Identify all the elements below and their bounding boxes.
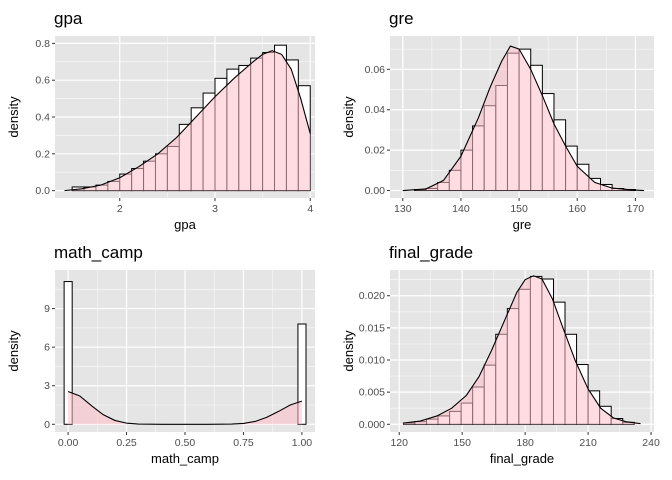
y-tick-label: 0.8: [35, 38, 50, 50]
x-axis-title: math_camp: [151, 451, 219, 466]
y-tick-label: 0.010: [359, 355, 385, 367]
x-tick-label: 130: [394, 203, 412, 215]
y-tick-label: 0.2: [35, 148, 50, 160]
y-tick-label: 0.4: [35, 112, 50, 124]
panel-title: final_grade: [389, 243, 473, 262]
y-tick-label: 0.015: [359, 322, 385, 334]
y-tick-label: 0.02: [365, 145, 386, 157]
panel-title: gpa: [54, 9, 83, 28]
y-tick-label: 0: [44, 419, 50, 431]
density-area: [402, 46, 645, 191]
y-tick-label: 0.06: [365, 64, 386, 76]
x-tick-label: 1.00: [292, 437, 313, 449]
panel-gre: gre gre density 130 140 150 160 170 0.00 0.02 0…: [341, 9, 654, 232]
density-area: [64, 50, 311, 191]
x-tick-label: 210: [579, 437, 597, 449]
y-tick-label: 0.000: [359, 419, 385, 431]
x-tick-label: 140: [452, 203, 470, 215]
axes: 0.00 0.25 0.50 0.75 1.00 0 3 6 9: [44, 303, 312, 449]
x-tick-label: 160: [568, 203, 586, 215]
x-tick-label: 3: [212, 203, 218, 215]
x-tick-label: 120: [390, 437, 408, 449]
x-axis-title: gre: [513, 217, 532, 232]
x-axis-title: final_grade: [490, 451, 554, 466]
y-tick-label: 0.6: [35, 75, 50, 87]
histogram-bar: [297, 323, 307, 425]
x-tick-label: 0.75: [233, 437, 254, 449]
x-tick-label: 170: [627, 203, 645, 215]
x-tick-label: 150: [453, 437, 471, 449]
panel-math-camp: math_camp math_camp density 0.00 0.25 0.50…: [6, 243, 315, 466]
x-axis-title: gpa: [174, 217, 196, 232]
axes: 120 150 180 210 240 0.000 0.005 0.010 0.015 0.020: [359, 290, 660, 449]
y-tick-label: 3: [44, 380, 50, 392]
density-line: [403, 275, 641, 425]
x-tick-label: 0.50: [175, 437, 196, 449]
x-tick-label: 2: [117, 203, 123, 215]
y-tick-label: 0.0: [35, 185, 50, 197]
y-tick-label: 0.005: [359, 387, 385, 399]
plot-area: [390, 36, 654, 198]
density-area: [403, 275, 641, 425]
x-tick-label: 150: [510, 203, 528, 215]
y-tick-label: 9: [44, 303, 50, 315]
density-line: [402, 45, 645, 192]
y-tick-label: 6: [44, 342, 50, 354]
plot-area: [55, 270, 315, 432]
y-axis-title: density: [6, 330, 21, 372]
panel-title: math_camp: [54, 243, 143, 262]
y-tick-label: 0.020: [359, 290, 385, 302]
y-tick-label: 0.04: [365, 104, 386, 116]
y-axis-title: density: [6, 96, 21, 138]
x-tick-label: 180: [516, 437, 534, 449]
x-tick-label: 4: [307, 203, 313, 215]
x-tick-label: 240: [642, 437, 660, 449]
y-axis-title: density: [341, 96, 356, 138]
plot-area: [390, 270, 654, 432]
axes: 2 3 4 0.0 0.2 0.4 0.6 0.8: [35, 38, 313, 215]
panel-title: gre: [389, 9, 414, 28]
density-area: [68, 391, 302, 425]
x-tick-label: 0.00: [58, 437, 79, 449]
axes: 130 140 150 160 170 0.00 0.02 0.04 0.06: [365, 64, 645, 215]
x-tick-label: 0.25: [116, 437, 137, 449]
y-tick-label: 0.00: [365, 185, 386, 197]
y-axis-title: density: [341, 330, 356, 372]
density-line: [67, 390, 303, 425]
density-line: [64, 50, 311, 192]
plot-area: [55, 36, 315, 198]
panel-final-grade: final_grade final_grade density 120 150 18…: [341, 243, 660, 466]
panel-gpa: gpa gpa density 2 3 4 0.0 0.2 0.4 0.6 0.8: [6, 9, 315, 232]
